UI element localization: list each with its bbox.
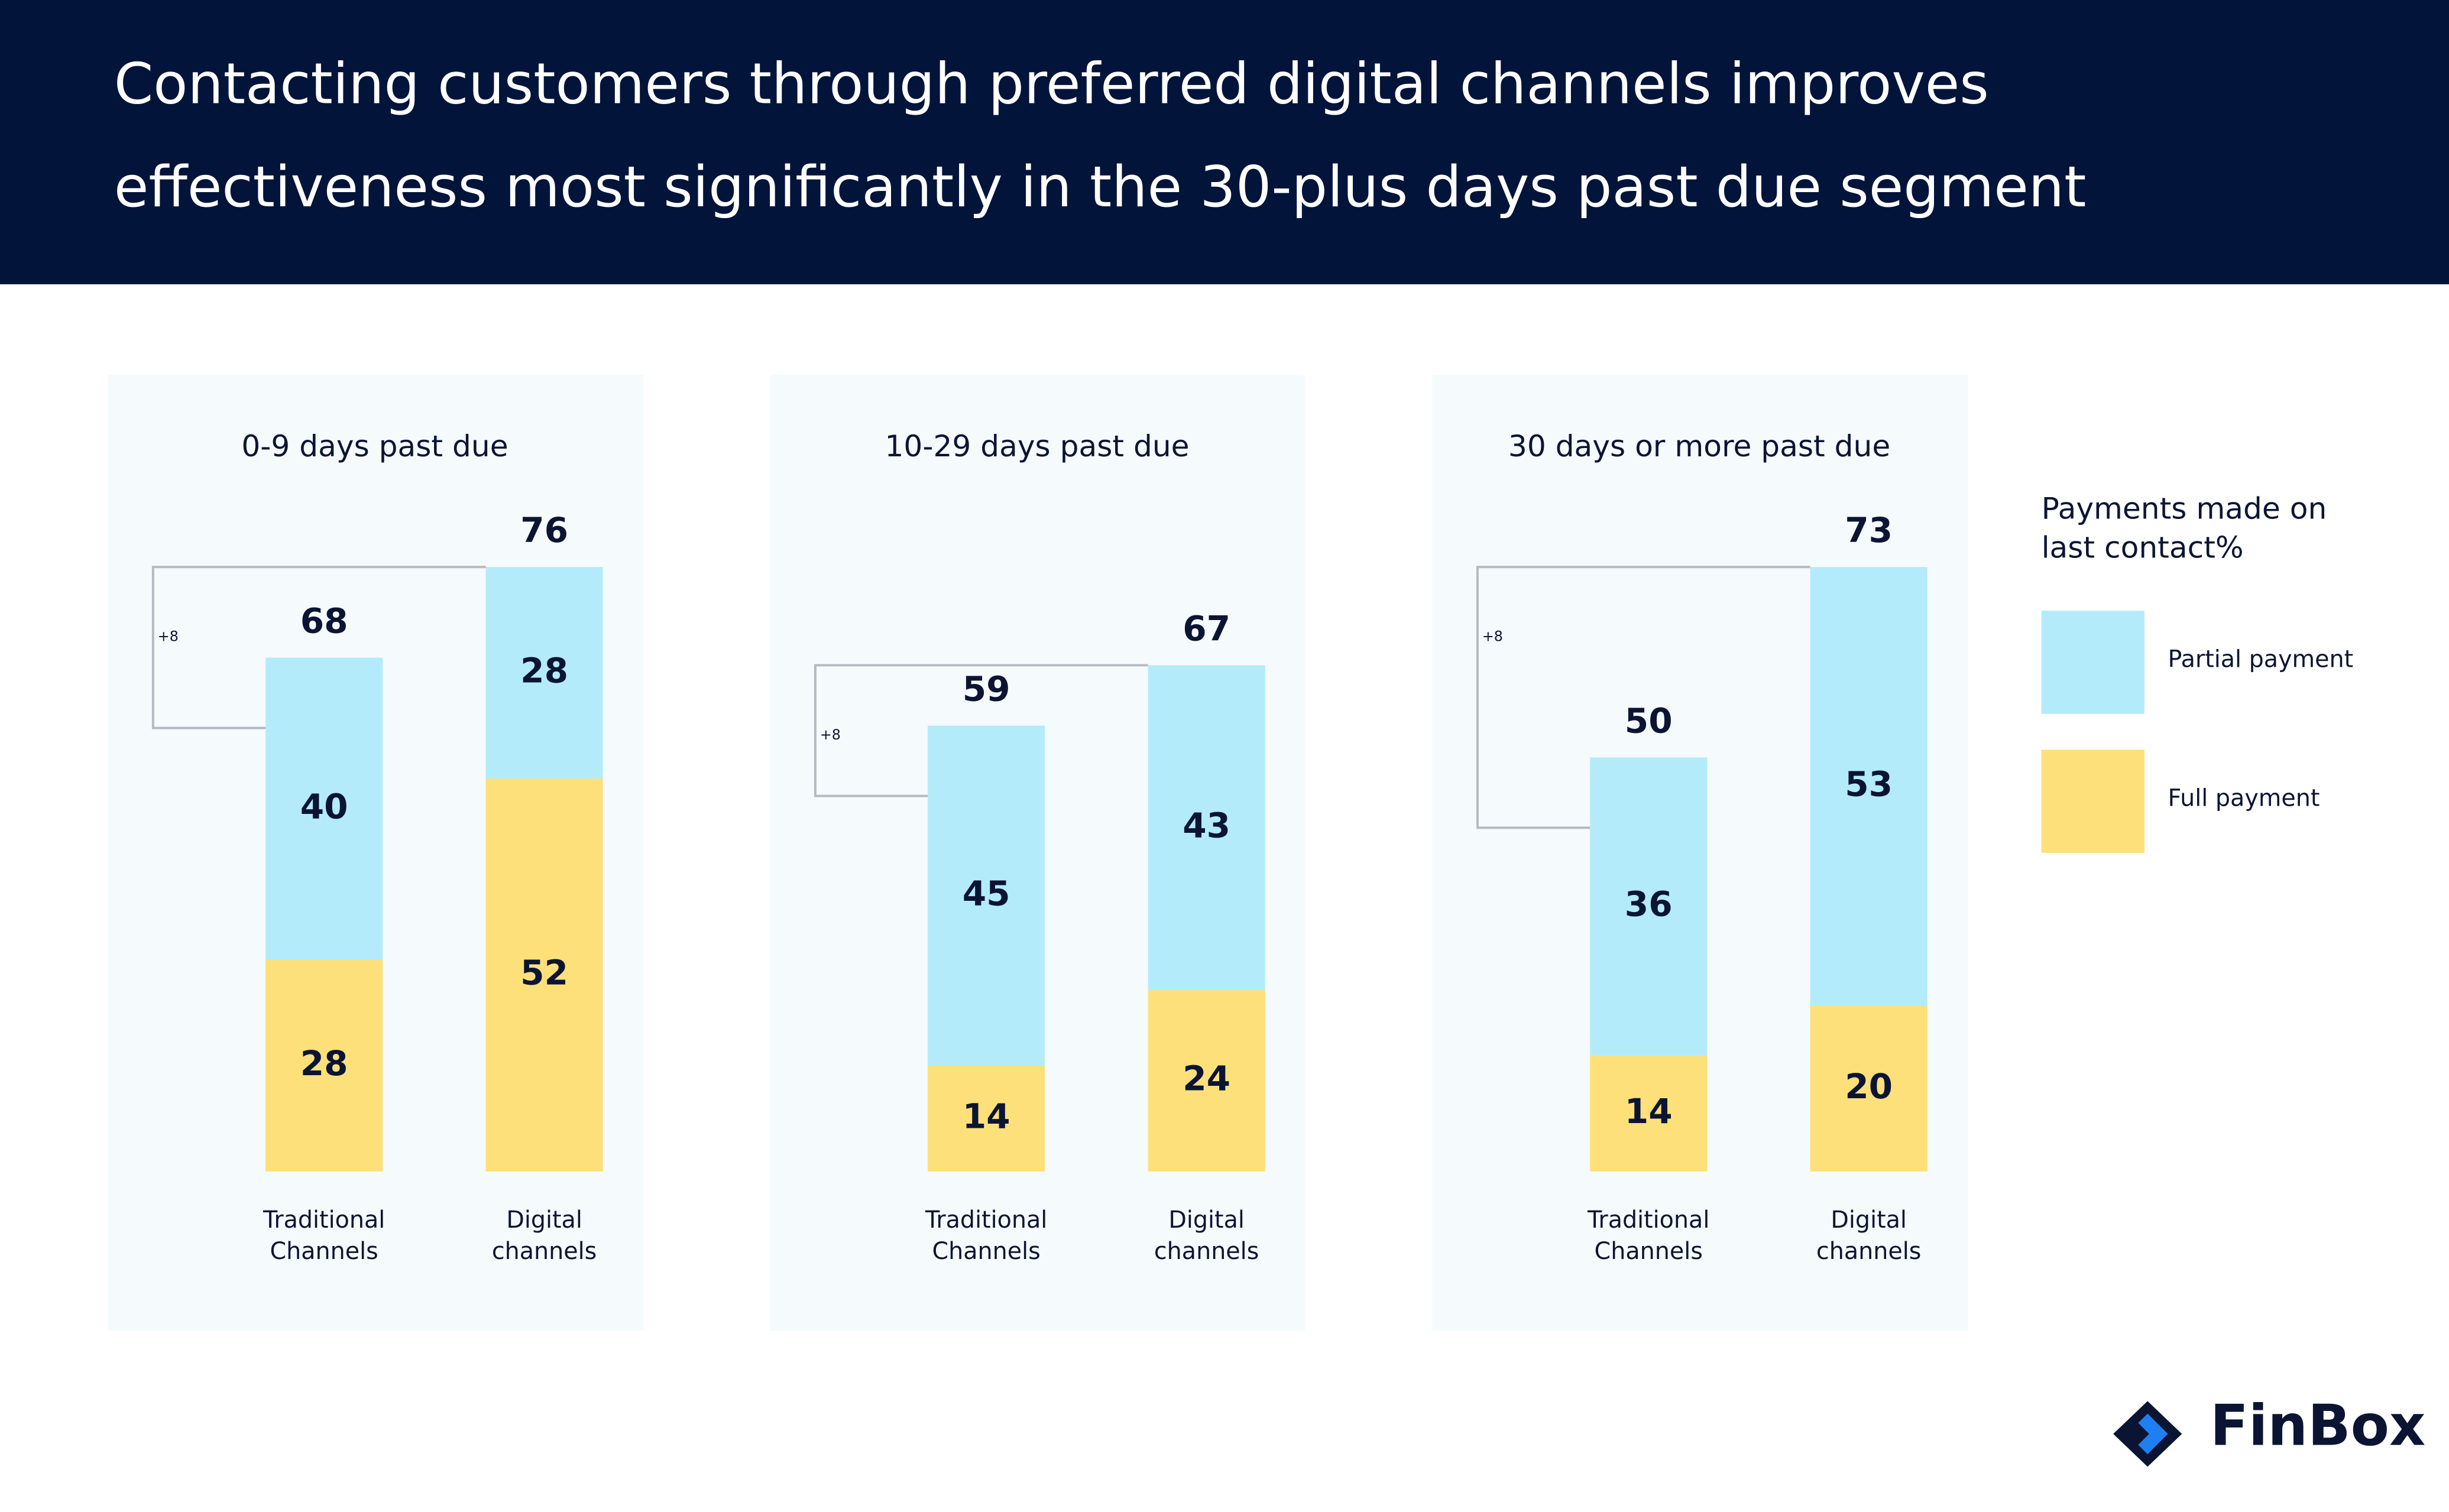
x-tick-label: Digital channels <box>1154 1206 1259 1266</box>
chart-title: 30 days or more past due <box>1508 429 1890 463</box>
chart-title: 10-29 days past due <box>885 429 1190 463</box>
bar-segment <box>1590 757 1708 1056</box>
bar-segment <box>1810 567 1928 1006</box>
value-label: 36 <box>1625 884 1673 924</box>
bar-segment <box>265 960 383 1172</box>
value-label: 53 <box>1845 764 1893 804</box>
bar-segment <box>1148 665 1265 991</box>
logo-shape <box>2113 1401 2182 1467</box>
legend-label: Full payment <box>2168 784 2320 813</box>
value-label: 20 <box>1845 1066 1893 1107</box>
bar-segment <box>485 567 603 779</box>
bar-segment <box>928 725 1045 1066</box>
total-label: 76 <box>520 510 568 550</box>
logo-shape <box>2138 1413 2168 1455</box>
bar-segment <box>1590 1055 1708 1172</box>
logo-icon <box>2113 1401 2182 1467</box>
value-label: 43 <box>1183 805 1230 845</box>
x-tick-label: Traditional Channels <box>1588 1206 1710 1266</box>
legend-swatch <box>2041 611 2145 714</box>
annotation: +8 <box>158 628 179 645</box>
bar-segment <box>485 778 603 1172</box>
value-label: 28 <box>520 650 568 690</box>
bracket <box>1476 566 1810 829</box>
value-label: 40 <box>300 786 348 826</box>
value-label: 28 <box>300 1043 348 1083</box>
total-label: 68 <box>300 601 348 641</box>
logo: FinBox <box>2210 1394 2426 1459</box>
header: Contacting customers through preferred d… <box>0 0 2449 284</box>
legend-title: Payments made on last contact% <box>2041 492 2327 566</box>
page-title: Contacting customers through preferred d… <box>114 53 2087 220</box>
bar-segment <box>265 657 383 961</box>
x-tick-label: Traditional Channels <box>925 1206 1048 1266</box>
total-label: 67 <box>1183 608 1230 648</box>
chart-title: 0-9 days past due <box>241 429 508 463</box>
annotation: +8 <box>1482 628 1503 645</box>
bracket <box>814 664 1148 797</box>
value-label: 24 <box>1183 1059 1230 1099</box>
value-label: 14 <box>1625 1091 1673 1131</box>
value-label: 52 <box>520 953 568 993</box>
legend-label: Partial payment <box>2168 645 2354 673</box>
x-tick-label: Digital channels <box>491 1206 597 1266</box>
total-label: 73 <box>1845 510 1893 550</box>
value-label: 45 <box>963 873 1010 913</box>
bracket <box>151 566 486 729</box>
value-label: 14 <box>963 1096 1010 1137</box>
bar-segment <box>1148 990 1265 1172</box>
x-tick-label: Digital channels <box>1816 1206 1922 1266</box>
legend-swatch <box>2041 749 2145 853</box>
bar-segment <box>928 1065 1045 1172</box>
annotation: +8 <box>820 726 841 743</box>
total-label: 59 <box>963 669 1010 709</box>
x-tick-label: Traditional Channels <box>263 1206 386 1266</box>
bar-segment <box>1810 1005 1928 1172</box>
total-label: 50 <box>1625 700 1673 741</box>
